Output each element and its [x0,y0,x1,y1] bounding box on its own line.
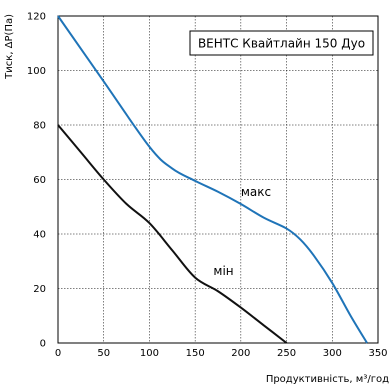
x-tick-label: 0 [55,348,61,359]
legend-box: ВЕНТС Квайтлайн 150 Дуо [189,30,374,56]
legend-rect [189,30,374,56]
x-tick-label: 300 [323,348,342,359]
y-tick-label: 60 [33,175,46,186]
x-tick-label: 50 [97,348,110,359]
plot-frame [57,15,379,344]
y-tick-label: 20 [33,284,46,295]
y-tick-label: 0 [40,339,46,350]
y-tick-label: 40 [33,230,46,241]
y-tick-label: 120 [27,12,46,23]
x-tick-label: 150 [186,348,205,359]
x-tick-label: 250 [277,348,296,359]
y-tick-label: 100 [27,66,46,77]
grid [57,15,379,344]
x-tick-label: 200 [231,348,250,359]
series-labels: макс мін [213,185,271,278]
series-label-max: макс [241,185,271,199]
legend-text: ВЕНТС Квайтлайн 150 Дуо [198,37,365,51]
series-layer [57,15,368,344]
x-tick-label: 350 [368,348,387,359]
y-tick-label: 80 [33,121,46,132]
x-tick-label: 100 [140,348,159,359]
y-axis-label: Тиск, ΔP(Па) [4,14,15,80]
series-line-min [57,124,288,344]
series-label-min: мін [213,264,233,278]
x-axis-label: Продуктивність, м³/год [266,373,389,385]
series-line-max [57,15,368,344]
ticks: 0 50 100 150 200 250 300 350 0 20 40 60 80 100 120 [27,12,388,360]
